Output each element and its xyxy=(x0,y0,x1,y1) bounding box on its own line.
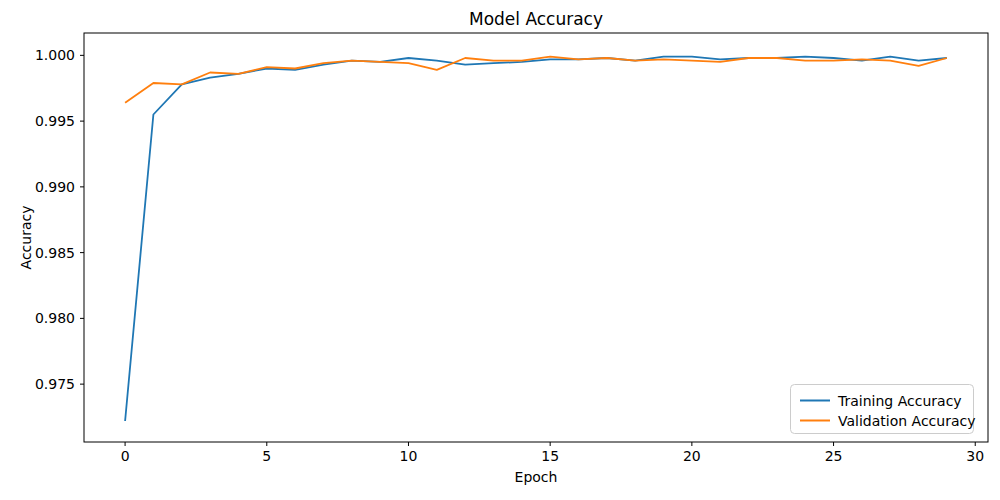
y-tick-label: 0.985 xyxy=(35,245,75,261)
x-tick-label: 0 xyxy=(121,448,130,464)
plot-area xyxy=(84,33,988,442)
x-tick-label: 5 xyxy=(262,448,271,464)
legend-label-validation: Validation Accuracy xyxy=(838,413,976,429)
y-tick-label: 1.000 xyxy=(35,47,75,63)
x-tick-label: 30 xyxy=(966,448,984,464)
y-axis-label: Accuracy xyxy=(18,206,34,270)
y-tick-label: 0.980 xyxy=(35,310,75,326)
legend: Training Accuracy Validation Accuracy xyxy=(791,385,976,434)
x-axis-label: Epoch xyxy=(515,469,558,485)
x-tick-label: 25 xyxy=(825,448,843,464)
matplotlib-figure: 0 5 10 15 20 25 30 0.975 0.980 0.985 0.990 0.995 1.0… xyxy=(0,0,1000,500)
legend-label-training: Training Accuracy xyxy=(837,393,962,409)
chart-lines xyxy=(125,57,947,421)
x-tick-label: 20 xyxy=(683,448,701,464)
chart-title: Model Accuracy xyxy=(469,9,603,29)
y-tick-label: 0.990 xyxy=(35,179,75,195)
training-accuracy-line xyxy=(125,57,947,421)
x-tick-label: 15 xyxy=(541,448,559,464)
y-tick-label: 0.995 xyxy=(35,113,75,129)
validation-accuracy-line xyxy=(125,57,947,103)
x-tick-label: 10 xyxy=(400,448,418,464)
accuracy-chart: 0 5 10 15 20 25 30 0.975 0.980 0.985 0.990 0.995 1.0… xyxy=(0,0,1000,500)
y-tick-label: 0.975 xyxy=(35,376,75,392)
